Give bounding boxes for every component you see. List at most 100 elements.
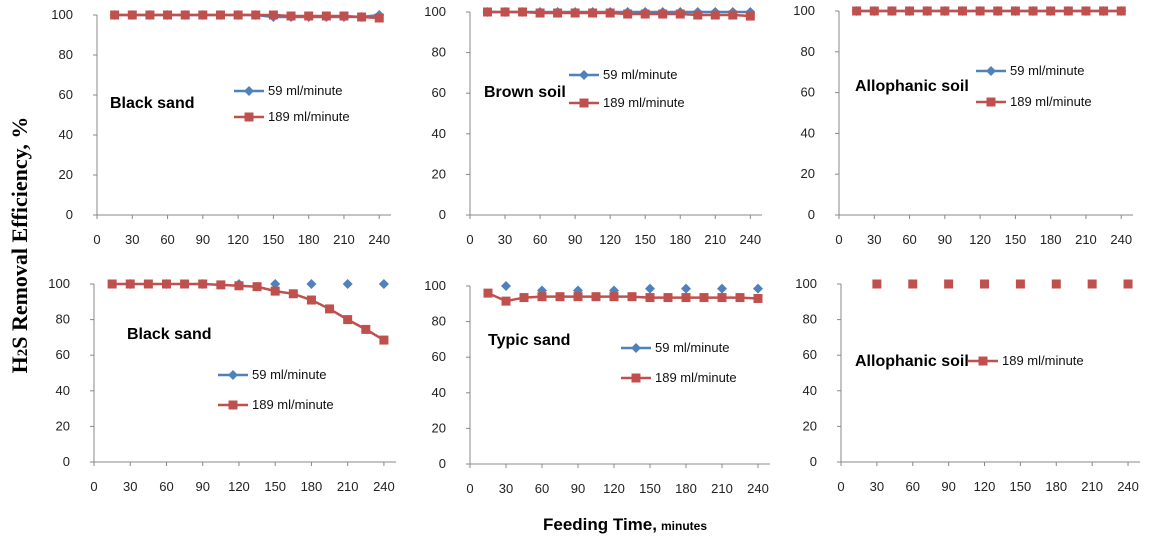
data-point — [325, 304, 335, 314]
y-tick-label: 40 — [432, 126, 446, 141]
data-point — [658, 9, 668, 19]
x-tick-label: 120 — [227, 232, 249, 247]
data-point — [869, 6, 879, 16]
y-tick-label: 0 — [439, 456, 446, 471]
legend-entry: 189 ml/minute — [234, 109, 350, 124]
data-point — [270, 286, 280, 296]
data-point — [537, 292, 547, 302]
y-tick-label: 60 — [803, 347, 817, 362]
series-189 — [872, 279, 1133, 289]
series-189 — [483, 7, 755, 21]
y-tick-label: 80 — [432, 45, 446, 60]
panel-title: Allophanic soil — [855, 78, 969, 95]
y-tick-label: 100 — [424, 278, 446, 293]
data-point — [343, 315, 353, 325]
x-tick-label: 90 — [568, 232, 582, 247]
panel-title: Brown soil — [484, 84, 566, 101]
data-point — [663, 293, 673, 303]
legend-label: 59 ml/minute — [1010, 63, 1084, 78]
data-point — [980, 279, 990, 289]
data-point — [905, 6, 915, 16]
legend-marker — [986, 66, 996, 76]
data-point — [304, 11, 314, 21]
data-point — [681, 293, 691, 303]
y-tick-label: 100 — [48, 276, 70, 291]
y-tick-label: 0 — [66, 207, 73, 222]
x-tick-label: 60 — [533, 232, 547, 247]
x-tick-label: 240 — [1110, 232, 1132, 247]
legend-entry: 59 ml/minute — [234, 83, 342, 98]
data-point — [483, 7, 493, 17]
legend-marker — [978, 356, 988, 366]
legend-entry: 189 ml/minute — [976, 94, 1092, 109]
data-point — [306, 295, 316, 305]
legend-marker — [631, 373, 641, 383]
data-point — [645, 283, 655, 294]
y-tick-label: 60 — [56, 347, 70, 362]
y-tick-label: 20 — [56, 418, 70, 433]
data-point — [500, 7, 510, 17]
data-point — [922, 6, 932, 16]
x-tick-label: 60 — [159, 479, 173, 494]
x-tick-label: 60 — [535, 481, 549, 496]
data-point — [483, 288, 493, 298]
y-tick-label: 60 — [432, 85, 446, 100]
data-point — [1051, 279, 1061, 289]
x-tick-label: 180 — [1040, 232, 1062, 247]
legend-label: 59 ml/minute — [603, 67, 677, 82]
x-tick-label: 210 — [711, 481, 733, 496]
y-tick-label: 0 — [808, 207, 815, 222]
legend-label: 189 ml/minute — [603, 95, 685, 110]
data-point — [570, 8, 580, 18]
y-tick-label: 80 — [801, 44, 815, 59]
data-point — [717, 293, 727, 303]
data-point — [735, 293, 745, 303]
x-tick-label: 240 — [373, 479, 395, 494]
legend-label: 59 ml/minute — [252, 367, 326, 382]
data-point — [1081, 6, 1091, 16]
legend-marker — [579, 70, 589, 80]
x-tick-label: 240 — [747, 481, 769, 496]
y-tick-label: 20 — [432, 166, 446, 181]
y-tick-label: 20 — [432, 420, 446, 435]
data-point — [645, 293, 655, 303]
x-tick-label: 150 — [1010, 479, 1032, 494]
x-tick-label: 240 — [739, 232, 761, 247]
series-189 — [483, 288, 763, 306]
x-tick-label: 90 — [195, 479, 209, 494]
data-point — [852, 6, 862, 16]
panel-title: Allophanic soil — [855, 353, 969, 370]
data-point — [745, 11, 755, 21]
x-tick-label: 180 — [298, 232, 320, 247]
data-point — [107, 279, 117, 289]
data-point — [957, 6, 967, 16]
x-tick-label: 150 — [639, 481, 661, 496]
data-point — [553, 8, 563, 18]
data-point — [623, 9, 633, 19]
legend-marker — [579, 98, 589, 108]
legend-entry: 59 ml/minute — [976, 63, 1084, 78]
data-point — [361, 324, 371, 334]
x-tick-label: 30 — [867, 232, 881, 247]
data-point — [710, 10, 720, 20]
legend-entry: 189 ml/minute — [569, 95, 685, 110]
data-point — [374, 13, 384, 23]
data-point — [573, 292, 583, 302]
y-tick-label: 0 — [63, 454, 70, 469]
x-tick-label: 150 — [263, 232, 285, 247]
data-point — [609, 292, 619, 302]
series-line — [487, 10, 751, 18]
legend-label: 59 ml/minute — [655, 340, 729, 355]
series-189 — [107, 279, 389, 345]
data-point — [143, 279, 153, 289]
data-point — [379, 335, 389, 345]
series-line — [112, 282, 385, 342]
x-tick-label: 240 — [1117, 479, 1139, 494]
x-tick-label: 0 — [90, 479, 97, 494]
series-189 — [852, 6, 1126, 16]
data-point — [908, 279, 918, 289]
data-point — [125, 279, 135, 289]
x-tick-label: 180 — [1045, 479, 1067, 494]
data-point — [519, 293, 529, 303]
x-tick-label: 90 — [938, 232, 952, 247]
